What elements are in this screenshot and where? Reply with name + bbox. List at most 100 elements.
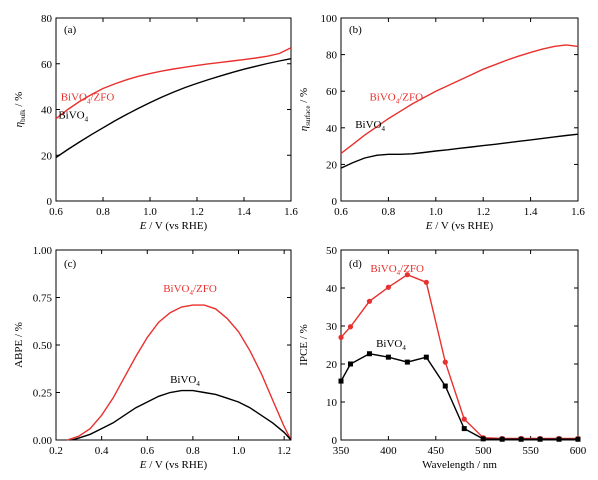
y-tick-label: 40 [326,283,338,295]
series-label: BiVO4/ZFO [369,91,423,105]
data-point [347,324,354,330]
chart-panel-1: 0.6 0.8 1.0 1.2 1.4 1.6 0 20 40 60 80 E / V (vs RHE… [13,13,298,232]
data-point [385,354,391,360]
x-tick-label: 1.0 [429,206,443,218]
y-tick-label: 0.00 [33,435,53,447]
y-tick-label: 100 [321,13,338,25]
panel-label: (c) [64,258,77,270]
panel-label: (a) [64,24,77,36]
panel-label: (b) [349,24,362,36]
data-point [404,272,410,278]
data-point [480,436,486,442]
series-line-bivo4-zfo [340,44,579,154]
series-line-bivo4-zfo [67,304,292,441]
panel-label: (d) [349,258,362,270]
x-tick-label: 350 [333,445,350,457]
data-point [499,436,505,442]
data-point [385,284,391,290]
data-point [518,436,524,442]
y-tick-label: 0.50 [33,340,53,352]
x-axis-title: E / V (vs RHE) [139,220,208,232]
data-point [338,334,344,340]
series-line-bivo4-zfo [340,273,578,440]
chart-panel-2: 0.6 0.8 1.0 1.2 1.4 1.6 0 20 40 60 80 100 E / V (vs … [298,13,585,232]
series-label: BiVO4 [58,110,88,124]
plot-frame [55,17,292,202]
x-tick-label: 0.8 [186,445,200,457]
series-line-bivo4 [71,389,292,441]
data-point [442,383,448,389]
data-point [556,436,562,442]
data-point [423,354,429,360]
x-tick-label: 0.6 [140,445,154,457]
y-axis-title: ηsurface / % [298,88,312,131]
x-tick-label: 450 [428,445,445,457]
y-tick-label: 80 [326,50,338,62]
x-tick-label: 400 [380,445,397,457]
data-point [404,359,410,365]
series-label: BiVO4 [170,374,200,388]
y-tick-label: 20 [326,359,338,371]
y-tick-label: 20 [326,159,338,171]
series-label: BiVO4/ZFO [370,263,424,277]
data-point [461,416,467,422]
data-point [423,279,429,285]
y-axis-title: ηbulk / % [13,92,27,128]
y-axis-title: IPCE / % [298,324,310,366]
series-label: BiVO4/ZFO [163,283,217,297]
y-tick-label: 0.25 [33,388,53,400]
y-tick-label: 40 [41,105,53,117]
data-point [442,359,448,365]
series-label: BiVO4 [376,338,406,352]
series-label: BiVO4/ZFO [61,91,115,105]
x-tick-label: 1.4 [237,206,251,218]
x-tick-label: 1.2 [277,445,291,457]
x-axis-title: E / V (vs RHE) [139,459,208,471]
x-tick-label: 600 [570,445,587,457]
data-point [347,361,353,367]
x-axis-title: E / V (vs RHE) [425,220,494,232]
x-tick-label: 0.2 [49,445,63,457]
y-tick-label: 60 [41,59,53,71]
y-tick-label: 0 [47,196,53,208]
y-tick-label: 50 [326,245,338,257]
y-tick-label: 10 [326,397,338,409]
y-tick-label: 0.75 [33,293,53,305]
data-point [366,298,373,304]
x-tick-label: 0.6 [49,206,63,218]
chart-panel-3: 0.2 0.4 0.6 0.8 1.0 1.2 0.00 0.25 0.50 0.75 1.00 E … [13,245,292,471]
x-tick-label: 0.4 [95,445,109,457]
chart-panel-4: 350 400 450 500 550 600 0 10 20 30 40 50 Wavelength … [298,245,587,471]
x-tick-label: 1.2 [190,206,204,218]
x-tick-label: 550 [522,445,539,457]
y-tick-label: 0 [332,435,338,447]
x-tick-label: 0.6 [334,206,348,218]
x-tick-label: 1.0 [232,445,246,457]
y-tick-label: 20 [41,150,53,162]
y-tick-label: 80 [41,13,53,25]
x-tick-label: 1.4 [524,206,538,218]
series-line-bivo4 [340,352,578,440]
x-tick-label: 1.6 [571,206,585,218]
data-point [575,436,581,442]
plot-frame [340,17,579,202]
y-axis-title: ABPE / % [13,322,25,368]
x-tick-label: 500 [475,445,492,457]
y-tick-label: 30 [326,321,338,333]
x-tick-label: 1.2 [476,206,490,218]
y-tick-label: 0 [332,196,338,208]
plot-frame [340,249,579,441]
data-point [461,426,467,432]
x-axis-title: Wavelength / nm [422,459,497,471]
data-point [366,351,372,357]
y-tick-label: 60 [326,86,338,98]
x-tick-label: 0.8 [382,206,396,218]
y-tick-label: 40 [326,123,338,135]
x-tick-label: 0.8 [96,206,110,218]
series-label: BiVO4 [355,119,385,133]
x-tick-label: 1.0 [143,206,157,218]
series-line-bivo4 [55,58,292,159]
x-tick-label: 1.6 [284,206,298,218]
series-line-bivo4-zfo [55,47,292,120]
